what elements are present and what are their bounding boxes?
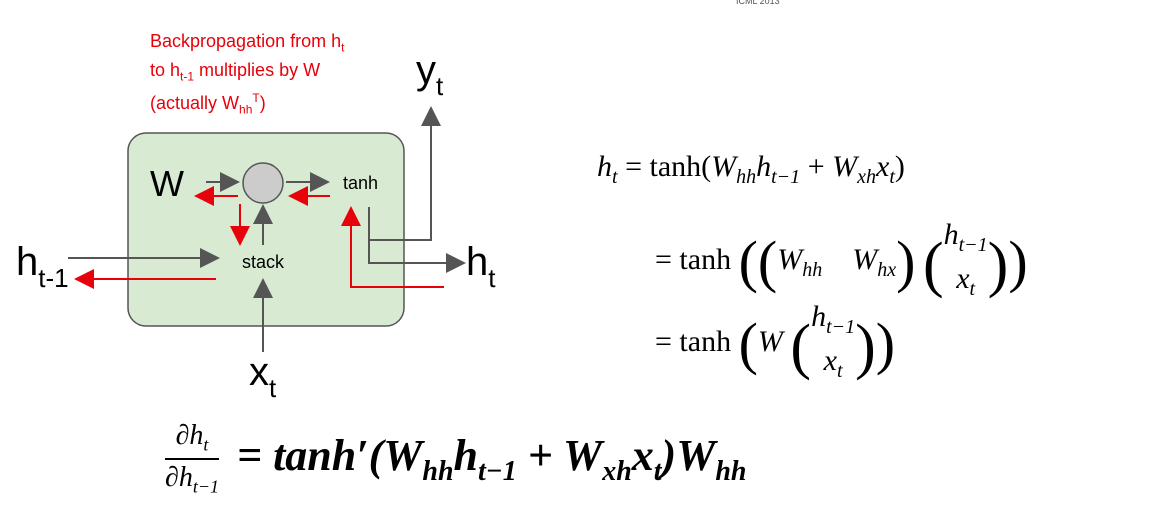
equation-line-2: = tanh ((Whh Whx) (ht−1 xt)) [655,218,1028,300]
equation-line-3: = tanh (W (ht−1 xt)) [655,300,896,382]
equation-line-1: ht = tanh(Whhht−1 + Wxhxt) [597,150,905,188]
conference-label: ICML 2013 [736,0,780,6]
multiply-node [242,162,284,204]
w-label: W [150,163,184,204]
xt-label: xt [249,350,277,403]
tanh-label: tanh [343,173,379,193]
rnn-cell-box [127,132,405,327]
tanh-to-ht-arrow [368,207,466,273]
gradient-equation: ∂ht ∂ht−1 = tanh′(Whhht−1 + Wxhxt)Whh [165,420,747,497]
ht-label: ht [466,240,496,293]
backprop-note: Backpropagation from ht to ht-1 multipli… [150,31,345,117]
stack-label: stack [242,252,285,272]
hprev-label: ht-1 [16,240,69,293]
backprop-ht-to-tanh-arrow [341,206,444,288]
tanh-to-yt-arrow [369,106,441,241]
yt-label: yt [416,48,444,101]
